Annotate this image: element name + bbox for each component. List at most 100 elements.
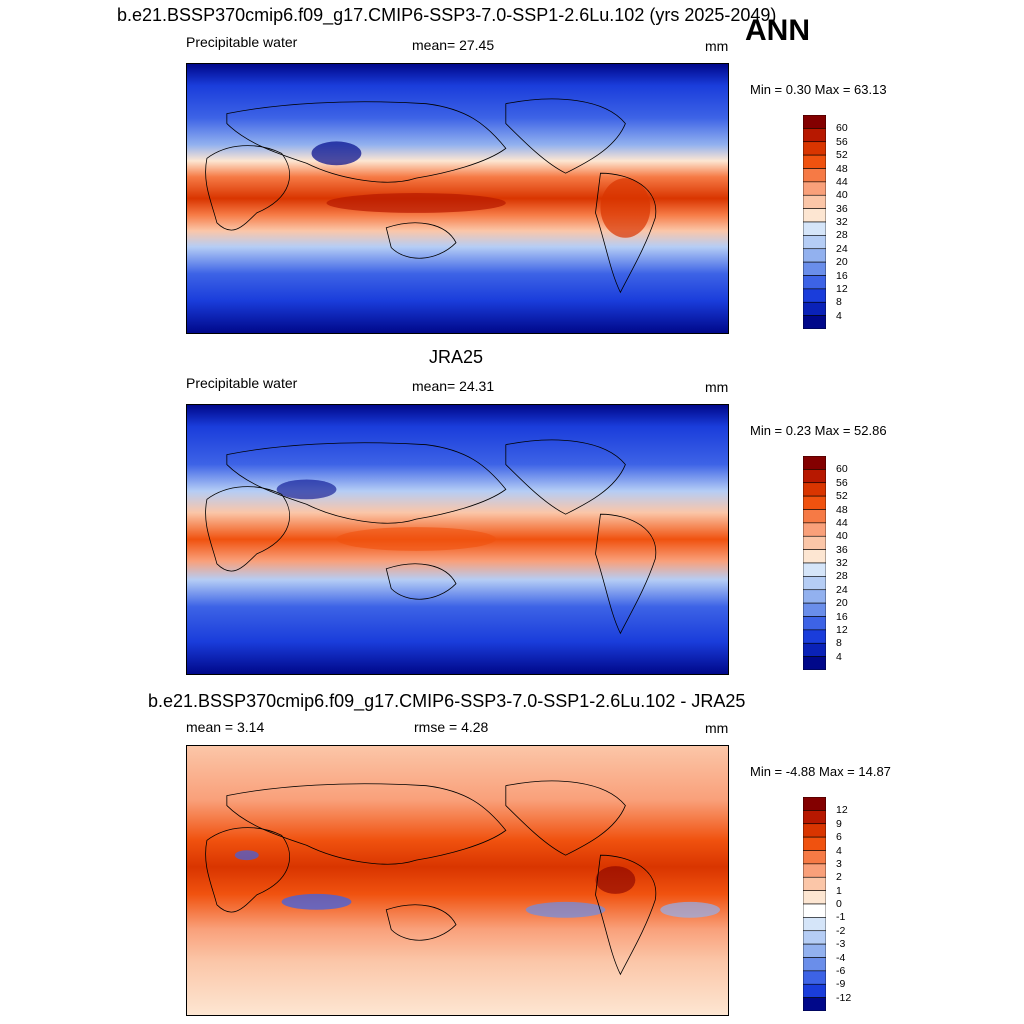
panel3-colorbar [803, 797, 826, 1011]
panel2-colorbar [803, 456, 826, 670]
colorbar-tick-label: 16 [836, 269, 848, 282]
colorbar-tick-label: 56 [836, 135, 848, 148]
panel1-map-field [187, 64, 728, 333]
colorbar-swatch [803, 629, 826, 644]
colorbar-tick-label: 12 [836, 804, 848, 817]
colorbar-swatch [803, 602, 826, 617]
colorbar-swatch [803, 194, 826, 209]
colorbar-swatch [803, 456, 826, 470]
colorbar-swatch [803, 850, 826, 865]
colorbar-swatch [803, 248, 826, 263]
colorbar-tick-label: 20 [836, 597, 848, 610]
colorbar-tick-label: 12 [836, 623, 848, 636]
colorbar-tick-label: 36 [836, 202, 848, 215]
panel1-colorbar-swatches [803, 115, 826, 329]
panel3-colorbar-swatches [803, 797, 826, 1011]
colorbar-tick-label: 8 [836, 637, 842, 650]
colorbar-tick-label: 16 [836, 610, 848, 623]
colorbar-tick-label: 52 [836, 490, 848, 503]
colorbar-swatch [803, 576, 826, 591]
colorbar-swatch [803, 522, 826, 537]
colorbar-swatch [803, 957, 826, 972]
colorbar-swatch [803, 181, 826, 196]
colorbar-swatch [803, 482, 826, 497]
colorbar-swatch [803, 154, 826, 169]
colorbar-tick-label: 24 [836, 242, 848, 255]
colorbar-tick-label: 1 [836, 884, 842, 897]
colorbar-swatch [803, 221, 826, 236]
colorbar-tick-label: 40 [836, 530, 848, 543]
panel2-variable-label: Precipitable water [186, 375, 298, 391]
colorbar-swatch [803, 115, 826, 129]
colorbar-swatch [803, 836, 826, 851]
colorbar-tick-label: -6 [836, 964, 846, 977]
panel1-map [186, 63, 729, 334]
colorbar-swatch [803, 589, 826, 604]
colorbar-swatch [803, 917, 826, 932]
colorbar-swatch [803, 535, 826, 550]
colorbar-swatch [803, 301, 826, 316]
colorbar-tick-label: 2 [836, 871, 842, 884]
colorbar-tick-label: 4 [836, 309, 842, 322]
colorbar-tick-label: 28 [836, 570, 848, 583]
colorbar-tick-label: -1 [836, 911, 846, 924]
colorbar-swatch [803, 876, 826, 891]
panel3-rmse-label: rmse = 4.28 [414, 719, 489, 735]
colorbar-tick-label: 44 [836, 175, 848, 188]
colorbar-swatch [803, 128, 826, 143]
panel3-units: mm [705, 720, 729, 736]
colorbar-swatch [803, 890, 826, 905]
colorbar-tick-label: -9 [836, 978, 846, 991]
colorbar-tick-label: 28 [836, 229, 848, 242]
colorbar-tick-label: 9 [836, 817, 842, 830]
colorbar-swatch [803, 261, 826, 276]
colorbar-swatch [803, 235, 826, 250]
main-title: b.e21.BSSP370cmip6.f09_g17.CMIP6-SSP3-7.… [117, 5, 777, 25]
panel3-minmax: Min = -4.88 Max = 14.87 [750, 764, 891, 779]
colorbar-tick-label: 52 [836, 149, 848, 162]
colorbar-swatch [803, 823, 826, 838]
colorbar-tick-label: 0 [836, 898, 842, 910]
colorbar-tick-label: 3 [836, 857, 842, 870]
colorbar-tick-label: 4 [836, 650, 842, 663]
panel3-mean-label: mean = 3.14 [186, 719, 265, 735]
colorbar-tick-label: 20 [836, 256, 848, 269]
colorbar-tick-label: -3 [836, 938, 846, 951]
colorbar-swatch [803, 642, 826, 657]
panel1-minmax: Min = 0.30 Max = 63.13 [750, 82, 887, 97]
colorbar-swatch [803, 997, 826, 1011]
colorbar-swatch [803, 930, 826, 945]
colorbar-swatch [803, 943, 826, 958]
colorbar-tick-label: 60 [836, 463, 848, 476]
colorbar-swatch [803, 656, 826, 670]
colorbar-tick-label: 6 [836, 831, 842, 844]
colorbar-swatch [803, 970, 826, 985]
colorbar-tick-label: 44 [836, 516, 848, 529]
colorbar-tick-label: 24 [836, 583, 848, 596]
colorbar-tick-label: 60 [836, 122, 848, 135]
colorbar-tick-label: 36 [836, 543, 848, 556]
panel2-title: JRA25 [429, 347, 484, 367]
panel1-units: mm [705, 38, 729, 54]
colorbar-swatch [803, 810, 826, 825]
colorbar-tick-label: 32 [836, 216, 848, 228]
colorbar-tick-label: -12 [836, 991, 852, 1004]
colorbar-swatch [803, 797, 826, 811]
panel2-colorbar-swatches [803, 456, 826, 670]
colorbar-tick-label: 40 [836, 189, 848, 202]
colorbar-tick-label: -2 [836, 924, 846, 937]
season-label: ANN [745, 14, 810, 47]
colorbar-tick-label: 48 [836, 503, 848, 516]
colorbar-swatch [803, 616, 826, 631]
colorbar-swatch [803, 983, 826, 998]
colorbar-swatch [803, 509, 826, 524]
panel2-map [186, 404, 729, 675]
panel1-mean-label: mean= 27.45 [412, 37, 495, 53]
colorbar-swatch [803, 315, 826, 329]
panel2-map-field [187, 405, 728, 674]
panel2-minmax: Min = 0.23 Max = 52.86 [750, 423, 887, 438]
colorbar-swatch [803, 562, 826, 577]
panel1-variable-label: Precipitable water [186, 34, 298, 50]
panel1-colorbar [803, 115, 826, 329]
colorbar-swatch [803, 549, 826, 564]
